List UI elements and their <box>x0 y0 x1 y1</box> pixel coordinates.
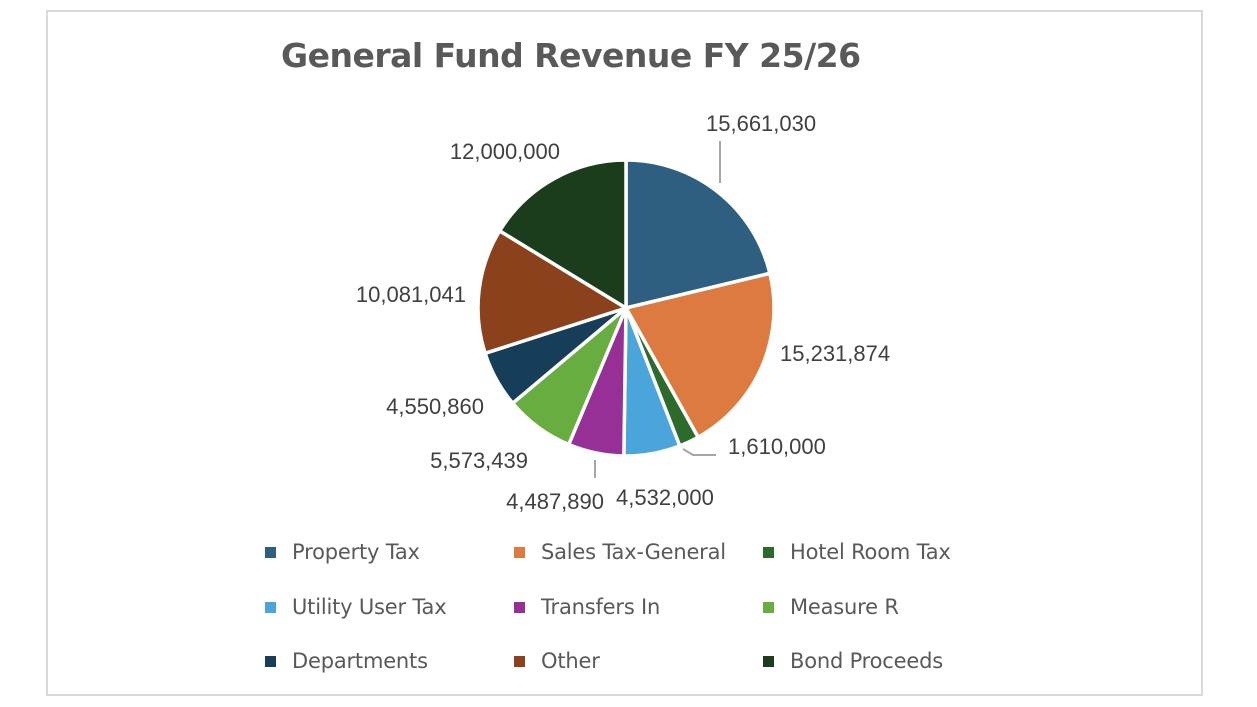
legend-swatch <box>514 546 525 558</box>
legend-swatch <box>265 601 276 613</box>
data-label-sales-tax-general: 15,231,874 <box>780 341 891 366</box>
legend-label: Other <box>541 649 600 673</box>
data-label-departments: 4,550,860 <box>386 394 484 419</box>
legend-label: Sales Tax-General <box>541 540 726 564</box>
data-label-utility-user-tax: 4,532,000 <box>616 485 714 510</box>
legend-label: Departments <box>292 649 428 673</box>
data-label-measure-r: 5,573,439 <box>430 448 528 473</box>
legend-item-property-tax: Property Tax <box>265 539 420 565</box>
data-label-hotel-room-tax: 1,610,000 <box>728 434 826 459</box>
legend-label: Hotel Room Tax <box>790 540 951 564</box>
legend-item-measure-r: Measure R <box>763 594 899 620</box>
legend-swatch <box>265 655 276 667</box>
legend-item-utility-user-tax: Utility User Tax <box>265 594 447 620</box>
legend-label: Measure R <box>790 595 899 619</box>
legend-swatch <box>265 546 276 558</box>
legend-label: Utility User Tax <box>292 595 447 619</box>
data-label-bond-proceeds: 12,000,000 <box>449 139 560 164</box>
legend-item-sales-tax-general: Sales Tax-General <box>514 539 726 565</box>
legend-item-bond-proceeds: Bond Proceeds <box>763 648 943 674</box>
legend-label: Transfers In <box>541 595 661 619</box>
legend-item-hotel-room-tax: Hotel Room Tax <box>763 539 951 565</box>
chart-title: General Fund Revenue FY 25/26 <box>281 36 861 75</box>
legend-item-departments: Departments <box>265 648 428 674</box>
legend-swatch <box>763 601 774 613</box>
legend-swatch <box>514 601 525 613</box>
data-label-other: 10,081,041 <box>355 282 466 307</box>
legend-swatch <box>763 655 774 667</box>
legend-item-other: Other <box>514 648 600 674</box>
data-label-property-tax: 15,661,030 <box>706 111 817 136</box>
legend-item-transfers-in: Transfers In <box>514 594 660 620</box>
legend-swatch <box>763 546 774 558</box>
data-label-transfers-in: 4,487,890 <box>506 489 604 514</box>
legend-swatch <box>514 655 525 667</box>
legend-label: Bond Proceeds <box>790 649 943 673</box>
legend-label: Property Tax <box>292 540 420 564</box>
